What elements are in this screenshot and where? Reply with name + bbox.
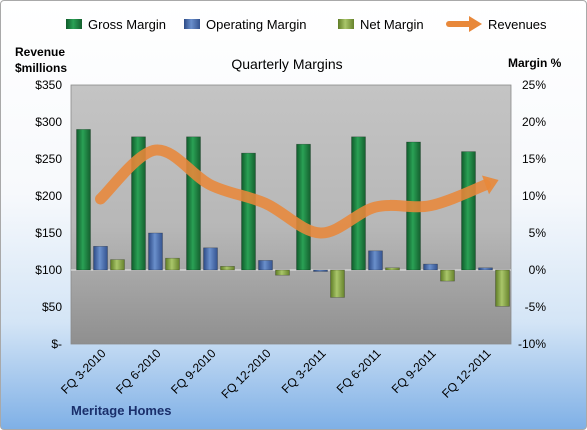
bar-operating-margin-fq-3-2010 (93, 246, 108, 271)
bar-net-margin-fq-12-2010 (275, 269, 290, 276)
x-tick-label-fq-12-2011: FQ 12-2011 (439, 346, 494, 401)
bar-net-margin-fq-9-2011 (440, 269, 455, 282)
bar-gross-margin-fq-9-2010 (186, 136, 201, 271)
bar-gross-margin-fq-6-2011 (351, 136, 366, 271)
right-tick-label-15: 15% (522, 152, 546, 166)
bar-operating-margin-fq-6-2010 (148, 232, 163, 271)
legend-swatch-operating-margin (184, 19, 200, 29)
right-axis-label: Margin % (508, 56, 562, 70)
left-tick-label-250: $250 (35, 152, 62, 166)
bar-net-margin-fq-6-2011 (385, 267, 400, 271)
x-tick-label-fq-6-2010: FQ 6-2010 (113, 346, 164, 397)
bar-net-margin-fq-3-2010 (110, 259, 125, 271)
right-tick-label-5: 5% (529, 226, 547, 240)
legend-label-gross-margin: Gross Margin (88, 17, 166, 32)
x-tick-label-fq-3-2010: FQ 3-2010 (58, 346, 109, 397)
bar-operating-margin-fq-9-2011 (423, 263, 438, 271)
left-axis-ticks: $- $50 $100 $150 $200 $250 $300 $350 (35, 78, 62, 351)
company-name: Meritage Homes (71, 403, 171, 418)
right-tick-label-neg10: -10% (518, 337, 546, 351)
right-tick-label-neg5: -5% (525, 300, 547, 314)
x-tick-label-fq-9-2010: FQ 9-2010 (168, 346, 219, 397)
left-tick-label-0: $- (51, 337, 62, 351)
legend-label-revenues: Revenues (488, 17, 547, 32)
revenue-line (95, 144, 491, 239)
left-axis-label-line-2: $millions (15, 61, 67, 75)
x-tick-label-fq-9-2011: FQ 9-2011 (389, 346, 439, 396)
right-tick-label-10: 10% (522, 189, 546, 203)
bar-operating-margin-fq-9-2010 (203, 247, 218, 271)
x-tick-label-fq-6-2011: FQ 6-2011 (334, 346, 384, 396)
bar-gross-margin-fq-12-2011 (461, 151, 476, 271)
legend-swatch-net-margin (338, 19, 354, 29)
left-tick-label-200: $200 (35, 189, 62, 203)
left-tick-label-100: $100 (35, 263, 62, 277)
left-tick-label-300: $300 (35, 115, 62, 129)
left-tick-label-350: $350 (35, 78, 62, 92)
bar-gross-margin-fq-12-2010 (241, 152, 256, 271)
chart-title: Quarterly Margins (231, 56, 342, 72)
revenue-arrowhead (481, 175, 499, 195)
left-tick-label-50: $50 (42, 300, 62, 314)
bar-net-margin-fq-9-2010 (220, 265, 235, 271)
bar-net-margin-fq-3-2011 (330, 269, 345, 298)
bar-gross-margin-fq-6-2010 (131, 136, 146, 271)
bar-net-margin-fq-12-2011 (495, 269, 510, 307)
legend-swatch-gross-margin (66, 19, 82, 29)
x-tick-label-fq-12-2010: FQ 12-2010 (218, 346, 273, 401)
right-tick-label-0: 0% (529, 263, 547, 277)
right-axis-ticks: -10% -5% 0% 5% 10% 15% 20% 25% (518, 78, 546, 351)
revenue-line-layer (95, 144, 499, 239)
legend: Gross Margin Operating Margin Net Margin… (66, 16, 547, 32)
bar-gross-margin-fq-3-2010 (76, 129, 91, 271)
right-tick-label-20: 20% (522, 115, 546, 129)
left-axis-label-line-1: Revenue (15, 45, 65, 59)
bar-operating-margin-fq-12-2011 (478, 267, 493, 271)
left-tick-label-150: $150 (35, 226, 62, 240)
bar-operating-margin-fq-12-2010 (258, 260, 273, 271)
bar-operating-margin-fq-3-2011 (313, 269, 328, 272)
legend-label-net-margin: Net Margin (360, 17, 424, 32)
legend-label-operating-margin: Operating Margin (206, 17, 306, 32)
legend-arrow-revenues (469, 16, 482, 32)
x-tick-label-fq-3-2011: FQ 3-2011 (279, 346, 329, 396)
x-axis-ticks: FQ 3-2010 FQ 6-2010 FQ 9-2010 FQ 12-2010 FQ … (58, 346, 494, 401)
bar-gross-margin-fq-3-2011 (296, 143, 311, 271)
right-tick-label-25: 25% (522, 78, 546, 92)
bar-operating-margin-fq-6-2011 (368, 250, 383, 271)
bar-net-margin-fq-6-2010 (165, 257, 180, 271)
